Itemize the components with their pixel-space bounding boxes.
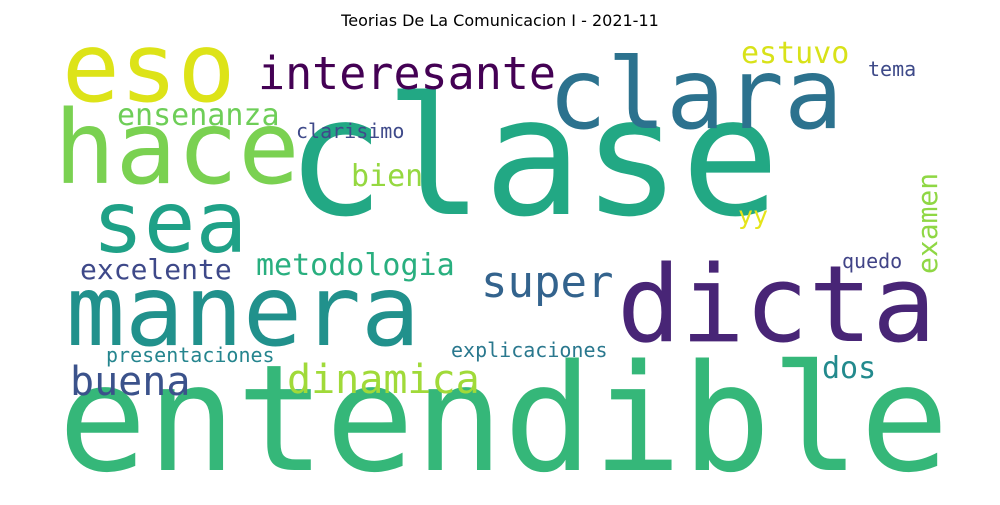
- word-buena: buena: [70, 359, 191, 405]
- word-estuvo: estuvo: [741, 36, 850, 71]
- word-ensenanza: ensenanza: [117, 98, 280, 133]
- word-yy: yy: [738, 201, 769, 230]
- word-clarisimo: clarisimo: [296, 119, 405, 143]
- word-manera: manera: [66, 255, 421, 369]
- word-examen: examen: [911, 172, 944, 274]
- word-dos: dos: [822, 351, 877, 386]
- word-presentaciones: presentaciones: [106, 343, 275, 367]
- word-excelente: excelente: [80, 253, 232, 286]
- word-clara: clara: [548, 38, 844, 152]
- word-dinamica: dinamica: [287, 357, 480, 403]
- word-quedo: quedo: [842, 249, 903, 273]
- word-metodologia: metodologia: [256, 248, 455, 283]
- word-hace: hace: [54, 89, 300, 208]
- word-explicaciones: explicaciones: [451, 338, 608, 362]
- word-clase: clase: [286, 62, 780, 253]
- chart-title: Teorias De La Comunicacion I - 2021-11: [341, 11, 659, 30]
- word-entendible: entendible: [58, 333, 950, 505]
- word-sea: sea: [92, 173, 248, 273]
- word-interesante: interesante: [258, 47, 557, 100]
- word-eso: eso: [62, 12, 236, 124]
- word-dicta: dicta: [617, 243, 937, 366]
- word-super: super: [481, 257, 614, 308]
- word-tema: tema: [868, 57, 917, 81]
- word-bien: bien: [351, 159, 424, 194]
